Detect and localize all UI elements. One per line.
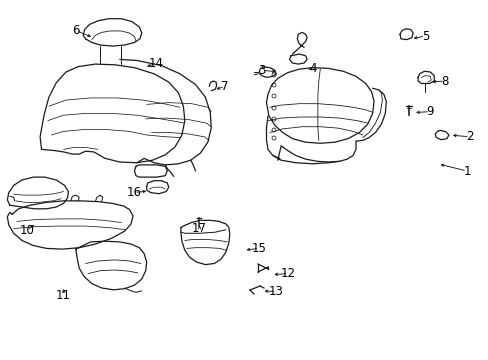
Text: 7: 7 (221, 80, 228, 93)
Text: 12: 12 (281, 267, 295, 280)
Text: 3: 3 (257, 64, 265, 77)
Text: 1: 1 (462, 165, 470, 177)
Text: 2: 2 (465, 130, 472, 143)
Text: 8: 8 (440, 75, 448, 87)
Text: 11: 11 (56, 289, 71, 302)
Text: 6: 6 (72, 24, 80, 37)
Text: 5: 5 (421, 30, 428, 42)
Text: 16: 16 (127, 186, 142, 199)
Text: 13: 13 (268, 285, 283, 298)
Text: 4: 4 (308, 62, 316, 75)
Text: 15: 15 (251, 242, 266, 255)
Text: 10: 10 (20, 224, 34, 237)
Text: 17: 17 (192, 222, 206, 235)
Text: 14: 14 (149, 57, 163, 69)
Text: 9: 9 (426, 105, 433, 118)
